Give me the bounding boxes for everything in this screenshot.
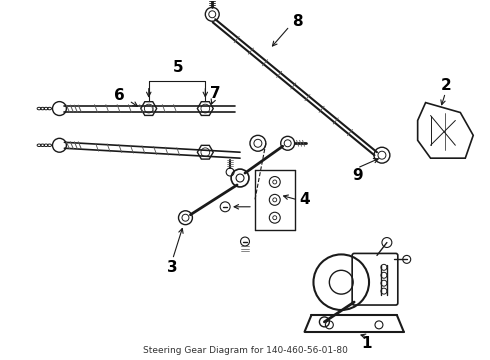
Text: 9: 9 <box>352 167 363 183</box>
Text: 8: 8 <box>292 14 303 29</box>
Text: 3: 3 <box>167 260 178 275</box>
Text: 1: 1 <box>362 336 372 351</box>
Text: 2: 2 <box>441 78 452 93</box>
Text: Steering Gear Diagram for 140-460-56-01-80: Steering Gear Diagram for 140-460-56-01-… <box>143 346 347 355</box>
Text: 5: 5 <box>173 60 184 75</box>
Text: 7: 7 <box>210 86 220 101</box>
Text: 4: 4 <box>299 192 310 207</box>
Text: 6: 6 <box>114 88 124 103</box>
